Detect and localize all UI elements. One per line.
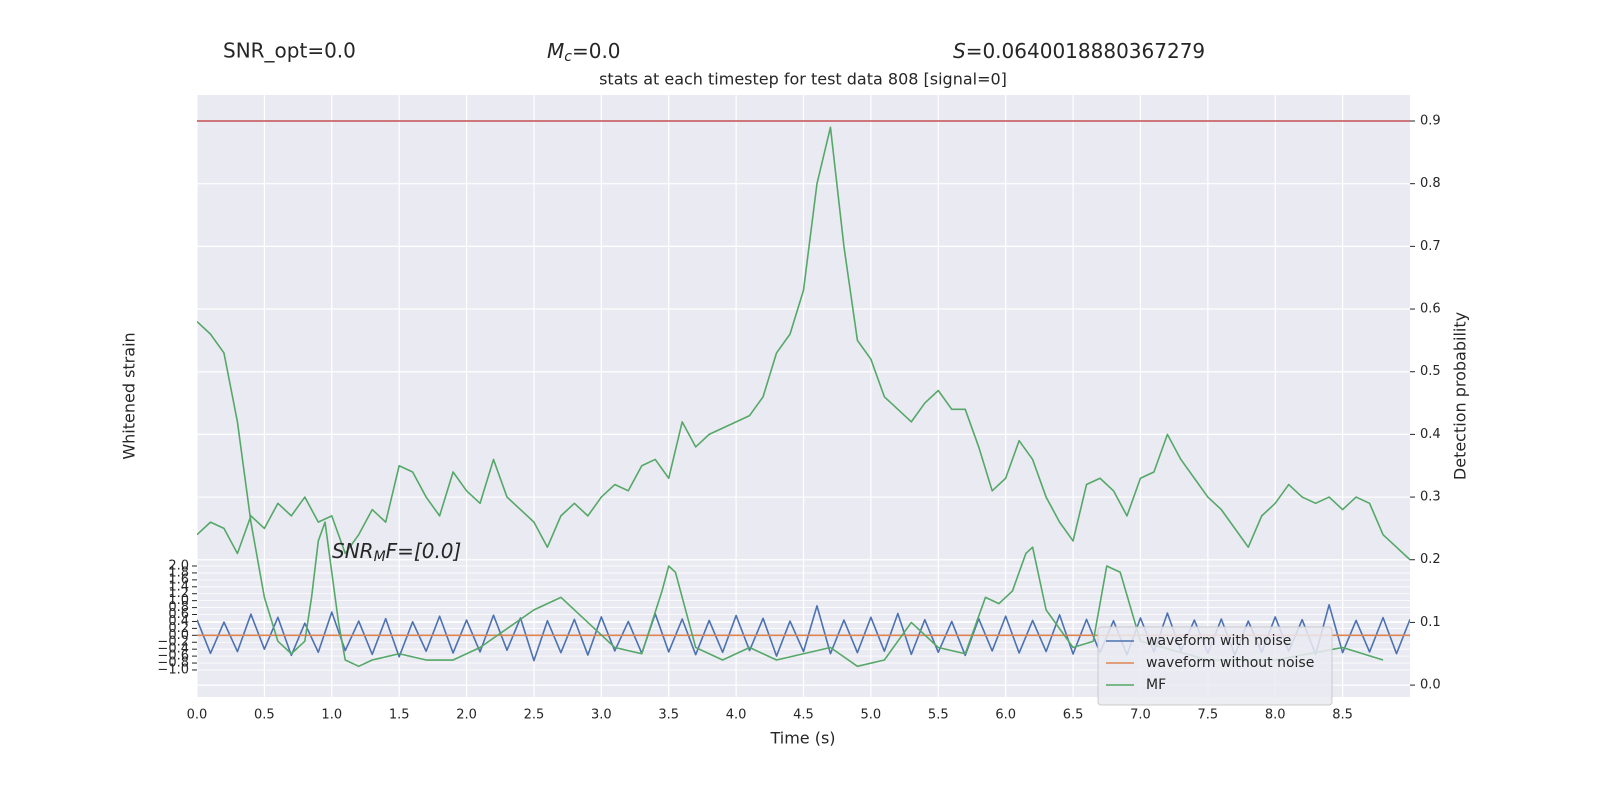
x-tick-label: 7.0 (1130, 708, 1151, 723)
y-tick-label: 1.8 (168, 565, 189, 580)
chart-title: stats at each timestep for test data 808… (599, 70, 1007, 89)
y2-tick-label: 0.5 (1420, 364, 1441, 379)
x-tick-label: 3.5 (658, 708, 679, 723)
x-tick-label: 5.0 (861, 708, 882, 723)
stat-s: S=0.0640018880367279 (953, 39, 1205, 63)
x-tick-label: 1.5 (389, 708, 410, 723)
symbol: S (953, 39, 966, 63)
subscript: M (374, 549, 386, 565)
y2-tick-label: 0.2 (1420, 552, 1441, 567)
y2-tick-label: 0.6 (1420, 302, 1441, 317)
x-tick-label: 8.5 (1332, 708, 1353, 723)
subscript: c (564, 49, 572, 65)
x-tick-label: 2.5 (524, 708, 545, 723)
x-tick-label: 0.5 (254, 708, 275, 723)
y2-axis-label: Detection probability (1451, 312, 1470, 480)
y2-tick-label: 0.7 (1420, 239, 1441, 254)
x-tick-label: 6.0 (995, 708, 1016, 723)
symbol: SNR (332, 539, 374, 563)
x-tick-label: 6.5 (1063, 708, 1084, 723)
y-tick-label: −0.4 (157, 642, 189, 657)
y-tick-label: 1.6 (168, 572, 189, 587)
x-tick-label: 4.0 (726, 708, 747, 723)
x-tick-label: 5.5 (928, 708, 949, 723)
y2-tick-label: 0.3 (1420, 490, 1441, 505)
y-tick-label: 0.4 (168, 614, 189, 629)
y-tick-label: 0.6 (168, 607, 189, 622)
stat-text: =0.0640018880367279 (966, 39, 1205, 63)
annotation-text: F=[0.0] (386, 539, 462, 563)
y-tick-label: 1.4 (168, 579, 189, 594)
x-tick-label: 8.0 (1265, 708, 1286, 723)
x-tick-label: 3.0 (591, 708, 612, 723)
stat-mc: Mc=0.0 (547, 39, 621, 66)
symbol: M (547, 39, 564, 63)
y-tick-label: −0.2 (157, 635, 189, 650)
y-tick-label: 2.0 (168, 558, 189, 573)
y-tick-label: 1.0 (168, 593, 189, 608)
y-tick-label: −0.6 (157, 649, 189, 664)
legend-label: waveform with noise (1146, 633, 1291, 649)
y-tick-label: 1.2 (168, 586, 189, 601)
y-tick-label: 0.2 (168, 621, 189, 636)
y-tick-label: 0.8 (168, 600, 189, 615)
x-tick-label: 1.0 (321, 708, 342, 723)
y-tick-label: −0.8 (157, 656, 189, 671)
axes: 0.0 0.5 1.0 1.5 2.0 2.5 3.0 3.5 4.0 4.5 5.0 5.5 6.0 6… (157, 114, 1440, 723)
legend: waveform with noise waveform without nois… (1097, 626, 1333, 706)
series-line (197, 126, 1410, 561)
stat-text: =0.0 (572, 39, 621, 63)
legend-label: MF (1146, 677, 1166, 693)
legend-box (1097, 626, 1333, 706)
x-tick-label: 0.0 (187, 708, 208, 723)
y2-tick-label: 0.1 (1420, 615, 1441, 630)
y-tick-label: −1.0 (157, 662, 189, 677)
y-axis-label: Whitened strain (120, 332, 139, 459)
x-tick-label: 2.0 (456, 708, 477, 723)
x-axis-label: Time (s) (769, 729, 835, 748)
legend-label: waveform without noise (1146, 655, 1314, 671)
series-line (197, 320, 1384, 668)
y2-tick-label: 0.0 (1420, 678, 1441, 693)
x-tick-label: 4.5 (793, 708, 814, 723)
x-tick-label: 7.5 (1197, 708, 1218, 723)
annotation: SNRMF=[0.0] (332, 539, 461, 566)
y2-tick-label: 0.8 (1420, 176, 1441, 191)
stat-snr: SNR_opt=0.0 (223, 39, 356, 63)
y-tick-label: 0.0 (168, 628, 189, 643)
y2-tick-label: 0.4 (1420, 427, 1441, 442)
y2-tick-label: 0.9 (1420, 114, 1441, 129)
